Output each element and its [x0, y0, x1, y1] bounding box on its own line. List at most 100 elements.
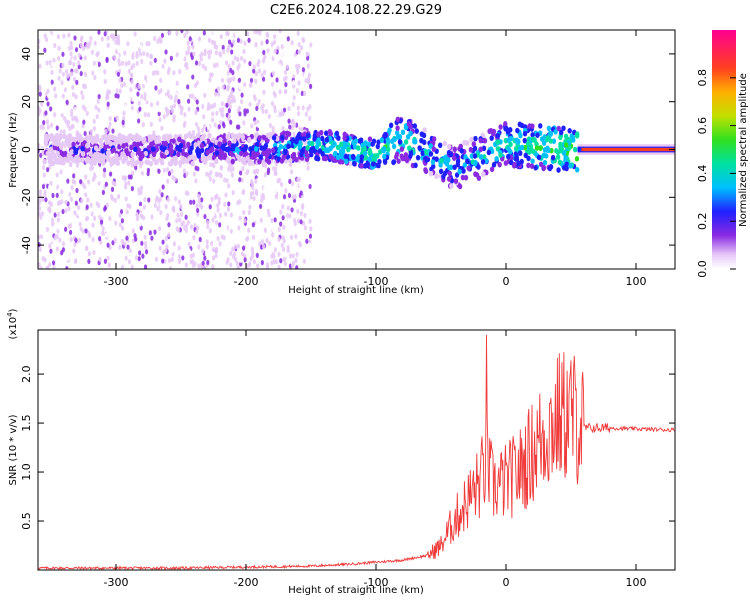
spectrogram-signal [283, 149, 288, 156]
spectrogram-signal [328, 145, 333, 152]
spectrogram-signal [207, 154, 212, 161]
spectrogram-signal [534, 145, 540, 151]
spectrogram-speckle [80, 90, 84, 96]
spectrogram-speckle [158, 225, 162, 232]
spectrogram-signal [75, 132, 81, 139]
spectrogram-speckle [156, 38, 160, 45]
spectrogram-speckle [219, 120, 223, 126]
spectrogram-speckle [186, 40, 190, 46]
spectrogram-signal [446, 176, 452, 182]
spectrogram-speckle [122, 211, 126, 218]
spectrogram-speckle [96, 177, 100, 183]
spectrogram-signal [478, 137, 484, 144]
spectrogram-y-ticks: 40 20 0 -20 -40 [20, 47, 675, 254]
spectrogram-speckle [61, 71, 66, 77]
spectrogram-speckle [223, 201, 227, 207]
spectrogram-speckle [49, 248, 53, 254]
spectrogram-speckle [184, 262, 188, 268]
spectrogram-speckle [182, 168, 186, 174]
spectrogram-speckle [84, 228, 88, 234]
spectrogram-speckle [57, 75, 61, 81]
spectrogram-speckle [164, 49, 168, 55]
spectrogram-speckle [97, 229, 102, 235]
spectrogram-speckle [206, 219, 210, 226]
spectrogram-speckle [218, 241, 222, 247]
spectrogram-speckle [83, 130, 87, 137]
spectrogram-speckle [160, 125, 164, 131]
spectrogram-speckle [217, 124, 221, 130]
spectrogram-speckle [226, 206, 231, 212]
spectrogram-signal [281, 130, 287, 137]
spectrogram-speckle [113, 197, 117, 203]
spectrogram-speckle [194, 60, 199, 66]
spectrogram-signal [350, 153, 356, 160]
spectrogram-signal [508, 135, 514, 142]
spectrogram-speckle [86, 197, 90, 203]
spectrogram-speckle [130, 79, 134, 85]
spectrogram-signal [367, 141, 372, 148]
spectrogram-speckle [111, 128, 115, 134]
spectrogram-speckle [262, 89, 266, 95]
spectrogram-speckle [265, 264, 270, 269]
spectrogram-speckle [40, 101, 44, 107]
spectrogram-speckle [265, 237, 269, 243]
spectrogram-signal [343, 153, 349, 160]
spectrogram-speckle [207, 37, 212, 43]
spectrogram-speckle [67, 206, 71, 212]
snr-x-tick-label: -200 [234, 576, 259, 589]
spectrogram-speckle [273, 33, 277, 40]
spectrogram-speckle [42, 119, 46, 126]
spectrogram-signal [120, 151, 125, 158]
spectrogram-speckle [229, 119, 233, 125]
spectrogram-signal [530, 158, 535, 164]
spectrogram-speckle [118, 77, 122, 83]
spectrogram-speckle [301, 105, 305, 111]
spectrogram-speckle [185, 64, 189, 71]
spectrogram-signal [452, 164, 457, 171]
spectrogram-speckle [63, 166, 67, 172]
snr-y-tick-label: 1.5 [20, 414, 33, 432]
spectrogram-speckle [271, 204, 275, 210]
spectrogram-signal [105, 150, 111, 156]
spectrogram-speckle [73, 35, 77, 41]
spectrogram-speckle [97, 107, 101, 113]
spectrogram-speckle [177, 245, 181, 251]
spectrogram-speckle [233, 103, 237, 109]
spectrogram-signal [225, 133, 230, 140]
spectrogram-signal [312, 136, 317, 142]
spectrogram-speckle [210, 196, 214, 202]
spectrogram-speckle [90, 172, 94, 178]
spectrogram-speckle [254, 178, 258, 185]
spectrogram-speckle [220, 234, 224, 240]
spectrogram-speckle [119, 102, 124, 108]
spectrogram-signal [309, 151, 314, 158]
spectrogram-speckle [225, 178, 229, 184]
spectrogram-speckle [49, 51, 53, 58]
spectrogram-speckle [139, 185, 144, 191]
spectrogram-signal [183, 133, 189, 140]
spectrogram-signal [71, 141, 76, 148]
spectrogram-signal [441, 173, 446, 180]
spectrogram-speckle [202, 123, 207, 130]
spectrogram-speckle [297, 49, 301, 55]
spectrogram-speckle [220, 188, 225, 194]
spectrogram-signal [403, 152, 409, 158]
spectrogram-speckle [158, 107, 162, 113]
spectrogram-signal [115, 160, 120, 167]
spectrogram-speckle [155, 33, 160, 40]
spectrogram-speckle [81, 52, 85, 58]
spectrogram-speckle [288, 253, 293, 259]
spectrogram-speckle [158, 174, 162, 181]
spectrogram-speckle [165, 166, 170, 173]
spectrogram-speckle [308, 115, 312, 122]
spectrogram-speckle [134, 255, 138, 261]
spectrogram-speckle [287, 192, 292, 199]
spectrogram-speckle [252, 34, 256, 40]
spectrogram-speckle [44, 197, 48, 203]
spectrogram-speckle [183, 112, 187, 118]
spectrogram-signal [575, 166, 580, 173]
spectrogram-signal [544, 153, 549, 159]
spectrogram-signal [259, 145, 264, 151]
spectrogram-speckle [183, 32, 187, 39]
spectrogram-speckle [154, 182, 158, 188]
